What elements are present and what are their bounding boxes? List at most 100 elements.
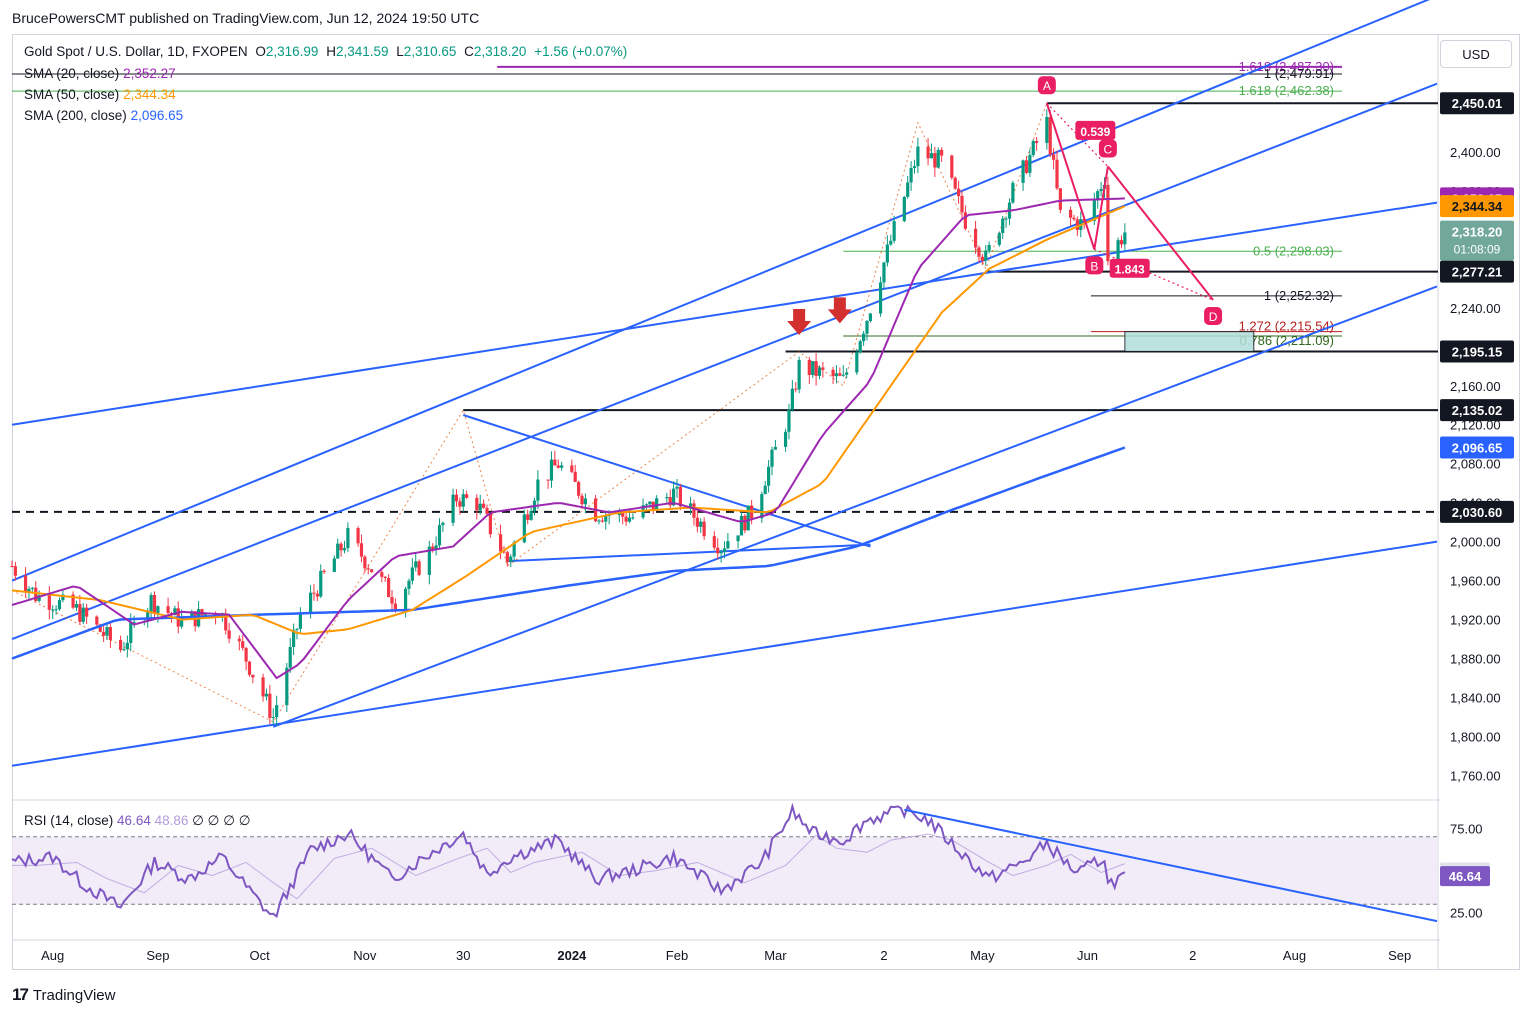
candle-body [387,577,391,598]
harmonic-ratio-badge [1109,258,1150,278]
sma20-value: 2,352.27 [123,66,176,81]
candle-body [984,250,988,261]
y-tick-label: 2,120.00 [1450,418,1501,433]
sma50-legend[interactable]: SMA (50, close) 2,344.34 [24,87,176,102]
candle-body [522,514,526,543]
candle-body [251,674,255,678]
candle-body [156,606,160,614]
candle-body [414,561,418,568]
candle-body [180,618,184,627]
close-value: 2,318.20 [473,44,527,59]
price-tag-bg [1440,195,1514,218]
candle-body [600,520,604,522]
candle-body [359,543,364,557]
candle-body [1092,200,1096,221]
candle-body [332,558,336,572]
price-tag-bg [1440,220,1514,261]
candle-body [702,521,706,537]
candle-body [862,333,866,342]
candle-body [346,528,350,549]
x-tick-label: Aug [41,948,64,963]
candle-body [1096,191,1100,201]
rsi-value-tag [1440,866,1490,887]
candle-body [655,498,659,510]
candle-body [292,629,296,647]
down-arrow-icon [787,309,812,336]
candle-body [692,503,696,518]
candle-body [61,594,65,601]
change-value: +1.56 (+0.07%) [534,44,628,59]
candle-body [85,607,89,617]
candle-body [783,431,788,447]
candle-body [865,320,869,334]
candle-body [675,486,679,489]
candle-body [98,624,102,632]
candle-body [787,409,791,432]
y-tick-label: 2,160.00 [1450,379,1501,394]
candle-body [237,638,241,642]
candle-body [770,449,774,467]
candle-body [1045,117,1049,143]
candle-body [336,543,340,559]
candle-body [410,567,414,581]
candle-body [393,603,397,611]
candle-body [821,367,825,370]
candle-body [264,693,269,697]
candle-body [295,628,299,630]
open-value: 2,316.99 [265,44,319,59]
candle-body [834,373,839,377]
candle-body [37,595,41,601]
y-tick-label: 1,920.00 [1450,613,1501,628]
x-tick-label: May [970,948,995,963]
harmonic-leg [1045,102,1096,250]
price-tag: 2,318.20 01:08:09 [1440,220,1514,261]
candle-body [478,503,482,511]
price-level-tag: 2,135.02 [1440,399,1514,422]
candle-body [458,501,462,507]
sma50-label: SMA (50, close) [24,87,120,102]
candle-body [963,212,967,229]
sma20-legend[interactable]: SMA (20, close) 2,352.27 [24,66,176,81]
candle-body [203,614,207,616]
candle-body [27,588,31,592]
fib-level-label: 0.786 (2,211.09) [1240,333,1334,348]
sma50-line [11,205,1126,635]
candle-body [437,525,442,546]
candle-body [363,556,367,569]
candle-body [417,561,421,575]
harmonic-dotted [1094,248,1214,301]
x-tick-label: Nov [353,948,377,963]
tradingview-footer[interactable]: 17 TradingView [12,985,115,1005]
candle-body [465,494,469,498]
candle-body [973,228,978,248]
sma200-label: SMA (200, close) [24,108,127,123]
candle-body [227,630,231,639]
x-tick-label: Sep [146,948,169,963]
harmonic-point-label: C [1104,143,1113,157]
candle-body [536,479,540,501]
price-level-tag: 2,195.15 [1440,340,1514,363]
harmonic-point-badge [1098,139,1117,158]
harmonic-ratio-label: 0.539 [1080,125,1110,139]
harmonic-point-label: D [1209,310,1218,324]
currency-selector[interactable]: USD [1440,40,1512,68]
candle-body [722,548,727,552]
candle-body [858,341,862,353]
candle-body [560,465,564,468]
price-level-tag-text: 2,135.02 [1452,403,1503,418]
candle-body [485,507,489,514]
rsi-legend[interactable]: RSI (14, close) 46.64 48.86 ∅ ∅ ∅ ∅ [24,813,250,829]
price-tag: 2,096.65 [1440,436,1514,459]
y-tick-label: 2,000.00 [1450,535,1501,550]
price-level-tag: 2,030.60 [1440,500,1514,523]
sma200-legend[interactable]: SMA (200, close) 2,096.65 [24,108,183,123]
candle-body [953,177,957,189]
candle-body [146,611,150,622]
candle-body [950,155,954,178]
candle-body [13,566,17,576]
candle-body [441,522,445,526]
low-value: 2,310.65 [403,44,457,59]
candle-body [488,513,492,535]
rsi-tick-label: 25.00 [1450,906,1483,921]
